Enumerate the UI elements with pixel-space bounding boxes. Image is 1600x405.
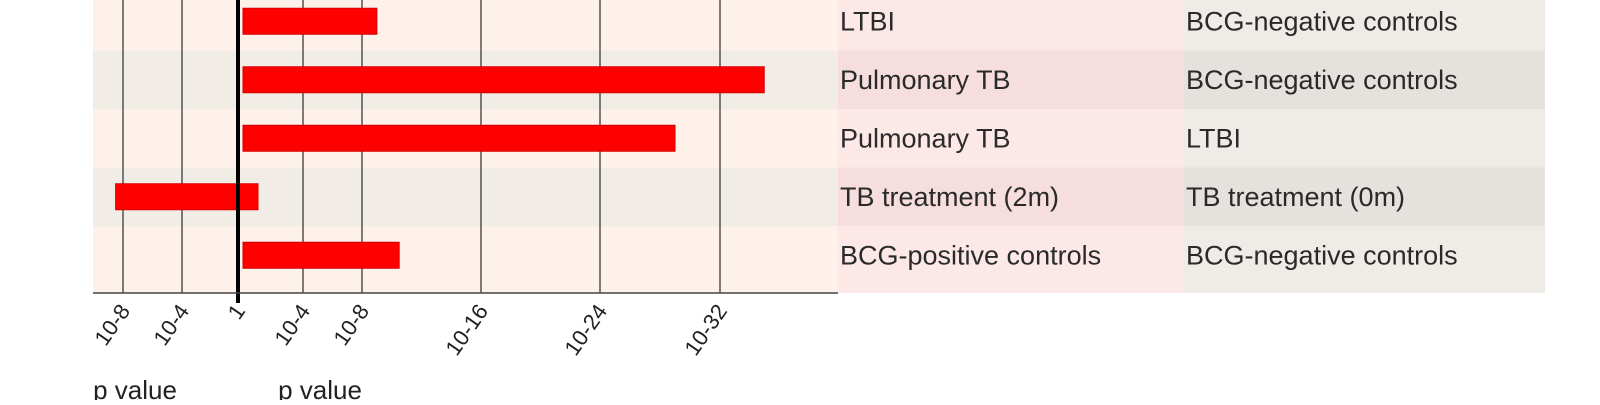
bars — [115, 7, 765, 269]
bar — [242, 241, 400, 269]
x-tick-label: 10-32 — [679, 300, 732, 360]
plot-row-band — [93, 0, 838, 51]
tick-labels: 10-8 10-4 1 10-4 10-8 10-16 10-24 10-32 — [89, 300, 732, 360]
row-group-label: Pulmonary TB — [840, 65, 1011, 95]
group-column-band — [838, 167, 1183, 226]
row-reference-label: BCG-negative controls — [1186, 6, 1458, 36]
bar — [242, 7, 378, 35]
row-reference-label: BCG-negative controls — [1186, 240, 1458, 270]
x-tick-label: 10-24 — [559, 300, 612, 360]
row-group-label: BCG-positive controls — [840, 240, 1101, 270]
row-group-label: Pulmonary TB — [840, 123, 1011, 153]
axes — [93, 0, 838, 303]
x-tick-label: 10-16 — [440, 300, 493, 360]
x-axis-label-right: p value — [278, 375, 362, 400]
row-bands — [93, 0, 1545, 293]
x-tick-label: 10-8 — [328, 300, 374, 350]
x-tick-label: 10-4 — [269, 300, 315, 350]
comparison-table: LTBI BCG-negative controls Pulmonary TB BCG… — [840, 6, 1458, 270]
x-tick-label: 10-4 — [148, 300, 194, 350]
row-reference-label: TB treatment (0m) — [1186, 182, 1405, 212]
reference-column-band — [1183, 226, 1545, 293]
row-group-label: LTBI — [840, 6, 895, 36]
x-tick-label: 10-8 — [89, 300, 135, 350]
bar — [242, 124, 676, 152]
x-axis-label-left: p value — [93, 375, 177, 400]
x-tick-label: 1 — [223, 300, 251, 324]
bar — [115, 183, 259, 211]
reference-column-band — [1183, 167, 1545, 226]
reference-column-band — [1183, 109, 1545, 168]
plot-row-band — [93, 226, 838, 293]
row-group-label: TB treatment (2m) — [840, 182, 1059, 212]
reference-column-band — [1183, 0, 1545, 51]
group-column-band — [838, 0, 1183, 51]
group-column-band — [838, 226, 1183, 293]
group-column-band — [838, 50, 1183, 109]
row-reference-label: BCG-negative controls — [1186, 65, 1458, 95]
bar — [242, 66, 765, 94]
row-reference-label: LTBI — [1186, 123, 1241, 153]
reference-column-band — [1183, 50, 1545, 109]
group-column-band — [838, 109, 1183, 168]
